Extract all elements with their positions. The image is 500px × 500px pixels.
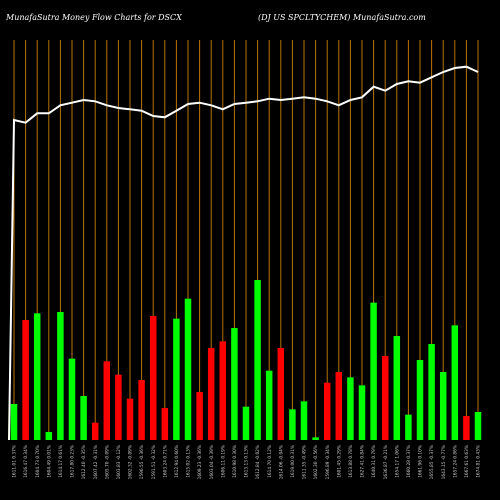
- bar: [103, 361, 111, 440]
- bar: [289, 409, 296, 440]
- tick-label: 1616.47 0.34%: [23, 445, 29, 478]
- tick-label: 1614.17 0.61%: [58, 445, 64, 478]
- chart-source: (DJ US SPCLTYCHEM) MunafaSutra.com: [258, 13, 426, 22]
- bar: [428, 344, 435, 440]
- bar: [22, 320, 29, 440]
- bar: [57, 312, 64, 440]
- bar: [358, 385, 366, 440]
- bar: [149, 316, 157, 440]
- tick-label: 1660.28 0.37%: [406, 445, 412, 478]
- bar: [393, 336, 401, 440]
- bar: [323, 382, 331, 440]
- bar: [184, 298, 192, 440]
- bar: [196, 392, 203, 440]
- tick-label: 1603.24 0.71%: [162, 445, 168, 478]
- bar: [335, 372, 343, 440]
- tick-label: 1654.17 1.06%: [394, 445, 400, 478]
- tick-label: 1609.23 -0.36%: [197, 445, 203, 479]
- bar: [173, 318, 180, 440]
- tick-label: 1603.83 -0.12%: [116, 445, 122, 479]
- bar: [219, 341, 227, 440]
- bar: [416, 360, 424, 440]
- tick-label: 1612.84 -0.02%: [255, 445, 261, 479]
- tick-label: 1636.87 -0.21%: [383, 445, 389, 479]
- bar: [381, 356, 389, 440]
- bar: [115, 374, 122, 440]
- tick-label: 1667.61 0.63%: [464, 445, 470, 478]
- bar: [439, 372, 447, 440]
- bar: [126, 398, 134, 440]
- tick-label: 1604.49 0.01%: [46, 445, 52, 478]
- tick-label: 1613.13 0.13%: [244, 445, 250, 478]
- bar: [347, 377, 354, 440]
- bar: [474, 412, 482, 440]
- tick-label: 1611.35 -0.49%: [302, 445, 308, 479]
- tick-label: 1614.70 0.12%: [267, 445, 273, 478]
- tick-label: 1602.30 -0.56%: [313, 445, 319, 479]
- tick-label: 1612.40 -0.35%: [81, 445, 87, 479]
- bar: [138, 380, 145, 440]
- tick-label: 1627.41 0.84%: [360, 445, 366, 478]
- bar: [161, 408, 169, 440]
- tick-label: 1661.96 0.10%: [418, 445, 424, 478]
- bar: [463, 416, 470, 440]
- tick-label: 1603.04 -0.39%: [209, 445, 215, 479]
- bar: [405, 414, 412, 440]
- bar: [277, 348, 285, 440]
- tick-label: 1610.98 0.30%: [232, 445, 238, 478]
- tick-label: 1619.00 0.31%: [290, 445, 296, 478]
- bar: [80, 396, 87, 440]
- bar: [300, 401, 308, 440]
- tick-label: 1591.51 -0.32%: [151, 445, 157, 479]
- tick-label: 1611.01 0.37%: [12, 445, 18, 478]
- tick-label: 1601.45 0.29%: [336, 445, 342, 478]
- tick-label: 1674.81 0.43%: [476, 445, 482, 478]
- tick-label: 1596.89 -0.34%: [325, 445, 331, 479]
- tick-label: 1615.02 0.13%: [186, 445, 192, 478]
- chart-title: MunafaSutra Money Flow Charts for DSCX: [6, 13, 182, 22]
- tick-label: 1596.55 -0.36%: [139, 445, 145, 479]
- bar: [45, 432, 53, 440]
- bar: [370, 302, 377, 440]
- tick-label: 1612.94 0.60%: [174, 445, 180, 478]
- tick-label: 1614.06 -0.04%: [278, 445, 284, 479]
- bar: [207, 348, 215, 440]
- tick-label: 1643.15 -0.77%: [441, 445, 447, 479]
- bar: [33, 313, 41, 440]
- bar: [242, 406, 250, 440]
- bar: [91, 422, 99, 440]
- tick-label: 1606.11 0.19%: [220, 445, 226, 478]
- tick-label: 1605.70 -0.09%: [104, 445, 110, 479]
- tick-label: 1640.31 0.79%: [371, 445, 377, 478]
- bar: [254, 280, 261, 440]
- tick-label: 1604.73 0.70%: [35, 445, 41, 478]
- bar: [265, 370, 273, 440]
- tick-label: 1617.80 0.23%: [70, 445, 76, 478]
- tick-label: 1602.32 -0.09%: [128, 445, 134, 479]
- tick-label: 1613.88 0.78%: [348, 445, 354, 478]
- bar: [10, 404, 18, 440]
- tick-label: 1655.85 -0.37%: [429, 445, 435, 479]
- bar: [451, 325, 459, 440]
- bar: [231, 328, 238, 440]
- bar: [312, 437, 319, 440]
- tick-label: 1607.42 -0.31%: [93, 445, 99, 479]
- bar: [68, 358, 76, 440]
- money-flow-line: [8, 65, 479, 441]
- tick-label: 1657.24 0.86%: [452, 445, 458, 478]
